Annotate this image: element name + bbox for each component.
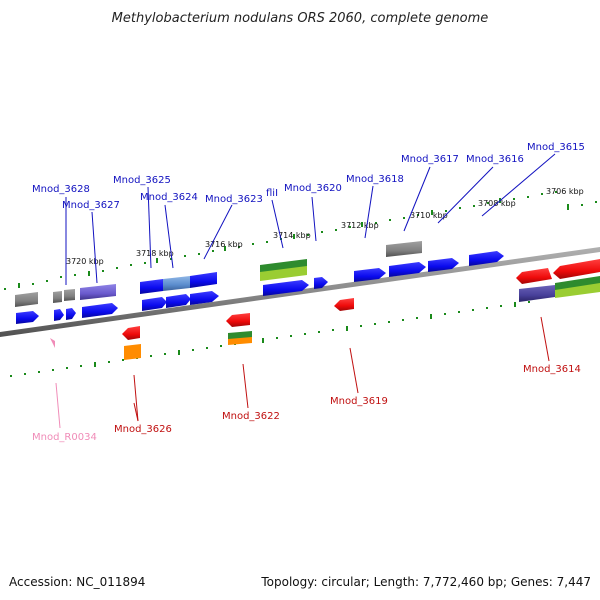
cds-arrow[interactable] [389, 262, 426, 277]
gene-label[interactable]: Mnod_3628 [32, 184, 90, 195]
gene-label[interactable]: Mnod_3619 [330, 396, 388, 407]
gene-label[interactable]: Mnod_3624 [140, 192, 198, 203]
inner-tick-ring [10, 301, 530, 377]
gene-label[interactable]: Mnod_3625 [113, 175, 171, 186]
gene-label[interactable]: Mnod_3620 [284, 183, 342, 194]
cds-arrow[interactable] [142, 297, 167, 311]
gene-label[interactable]: Mnod_R0034 [32, 432, 97, 443]
gene-label[interactable]: Mnod_3615 [527, 142, 585, 153]
cds-arrow[interactable] [428, 258, 459, 272]
gene-feature[interactable] [386, 241, 422, 257]
genome-backbone [0, 247, 600, 337]
rna-feature[interactable] [50, 338, 55, 348]
gene-feature[interactable] [260, 266, 307, 281]
scale-label: 3716 kbp [205, 240, 243, 249]
cds-arrow[interactable] [354, 268, 386, 282]
reverse-arrow[interactable] [334, 298, 354, 311]
cds-arrow[interactable] [166, 294, 191, 308]
cds-arrow[interactable] [16, 311, 39, 324]
gene-feature[interactable] [140, 279, 163, 294]
outer-tick-ring [4, 191, 597, 290]
gene-feature[interactable] [555, 276, 600, 292]
gene-feature[interactable] [124, 344, 141, 360]
gene-feature[interactable] [163, 276, 190, 291]
reverse-arrow[interactable] [553, 259, 600, 279]
forward-strand-features [15, 241, 504, 324]
cds-arrow[interactable] [190, 291, 219, 305]
scale-label: 3712 kbp [341, 221, 379, 230]
scale-label: 3718 kbp [136, 249, 174, 258]
cds-arrow[interactable] [314, 277, 328, 289]
reverse-arrow[interactable] [226, 313, 250, 327]
scale-label: 3720 kbp [66, 257, 104, 266]
cds-arrow[interactable] [66, 308, 76, 320]
cds-arrow[interactable] [82, 303, 118, 318]
gene-feature[interactable] [53, 291, 62, 303]
reverse-arrow[interactable] [516, 268, 552, 284]
gene-feature[interactable] [15, 292, 38, 307]
topology-text: Topology: circular; Length: 7,772,460 bp… [260, 575, 591, 589]
cds-arrow[interactable] [469, 251, 504, 266]
gene-label[interactable]: fliI [266, 188, 278, 199]
map-title: Methylobacterium nodulans ORS 2060, comp… [112, 11, 489, 26]
gene-feature[interactable] [190, 272, 217, 288]
accession-text: Accession: NC_011894 [9, 575, 145, 589]
reverse-arrow[interactable] [122, 326, 140, 340]
gene-feature[interactable] [80, 284, 116, 300]
gene-feature[interactable] [555, 283, 600, 298]
gene-label[interactable]: Mnod_3622 [222, 411, 280, 422]
cds-arrow[interactable] [263, 280, 309, 296]
leader-lines [55, 153, 556, 429]
gene-labels-bottom: Mnod_R0034 Mnod_3626 Mnod_3622 Mnod_3619… [32, 364, 581, 443]
gene-label[interactable]: Mnod_3618 [346, 174, 404, 185]
gene-label[interactable]: Mnod_3617 [401, 154, 459, 165]
gene-feature[interactable] [64, 289, 75, 301]
gene-feature[interactable] [228, 337, 252, 345]
cds-arrow[interactable] [54, 309, 64, 321]
gene-label[interactable]: Mnod_3614 [523, 364, 581, 375]
gene-label[interactable]: Mnod_3626 [114, 424, 172, 435]
scale-label: 3714 kbp [273, 231, 311, 240]
scale-label: 3706 kbp [546, 187, 584, 196]
gene-label[interactable]: Mnod_3627 [62, 200, 120, 211]
gene-labels-top: Mnod_3628 Mnod_3627 Mnod_3625 Mnod_3624 … [32, 142, 585, 211]
reverse-strand-features [50, 259, 600, 360]
gene-label[interactable]: Mnod_3616 [466, 154, 524, 165]
gene-label[interactable]: Mnod_3623 [205, 194, 263, 205]
gene-feature[interactable] [519, 285, 555, 302]
scale-label: 3710 kbp [410, 211, 448, 220]
